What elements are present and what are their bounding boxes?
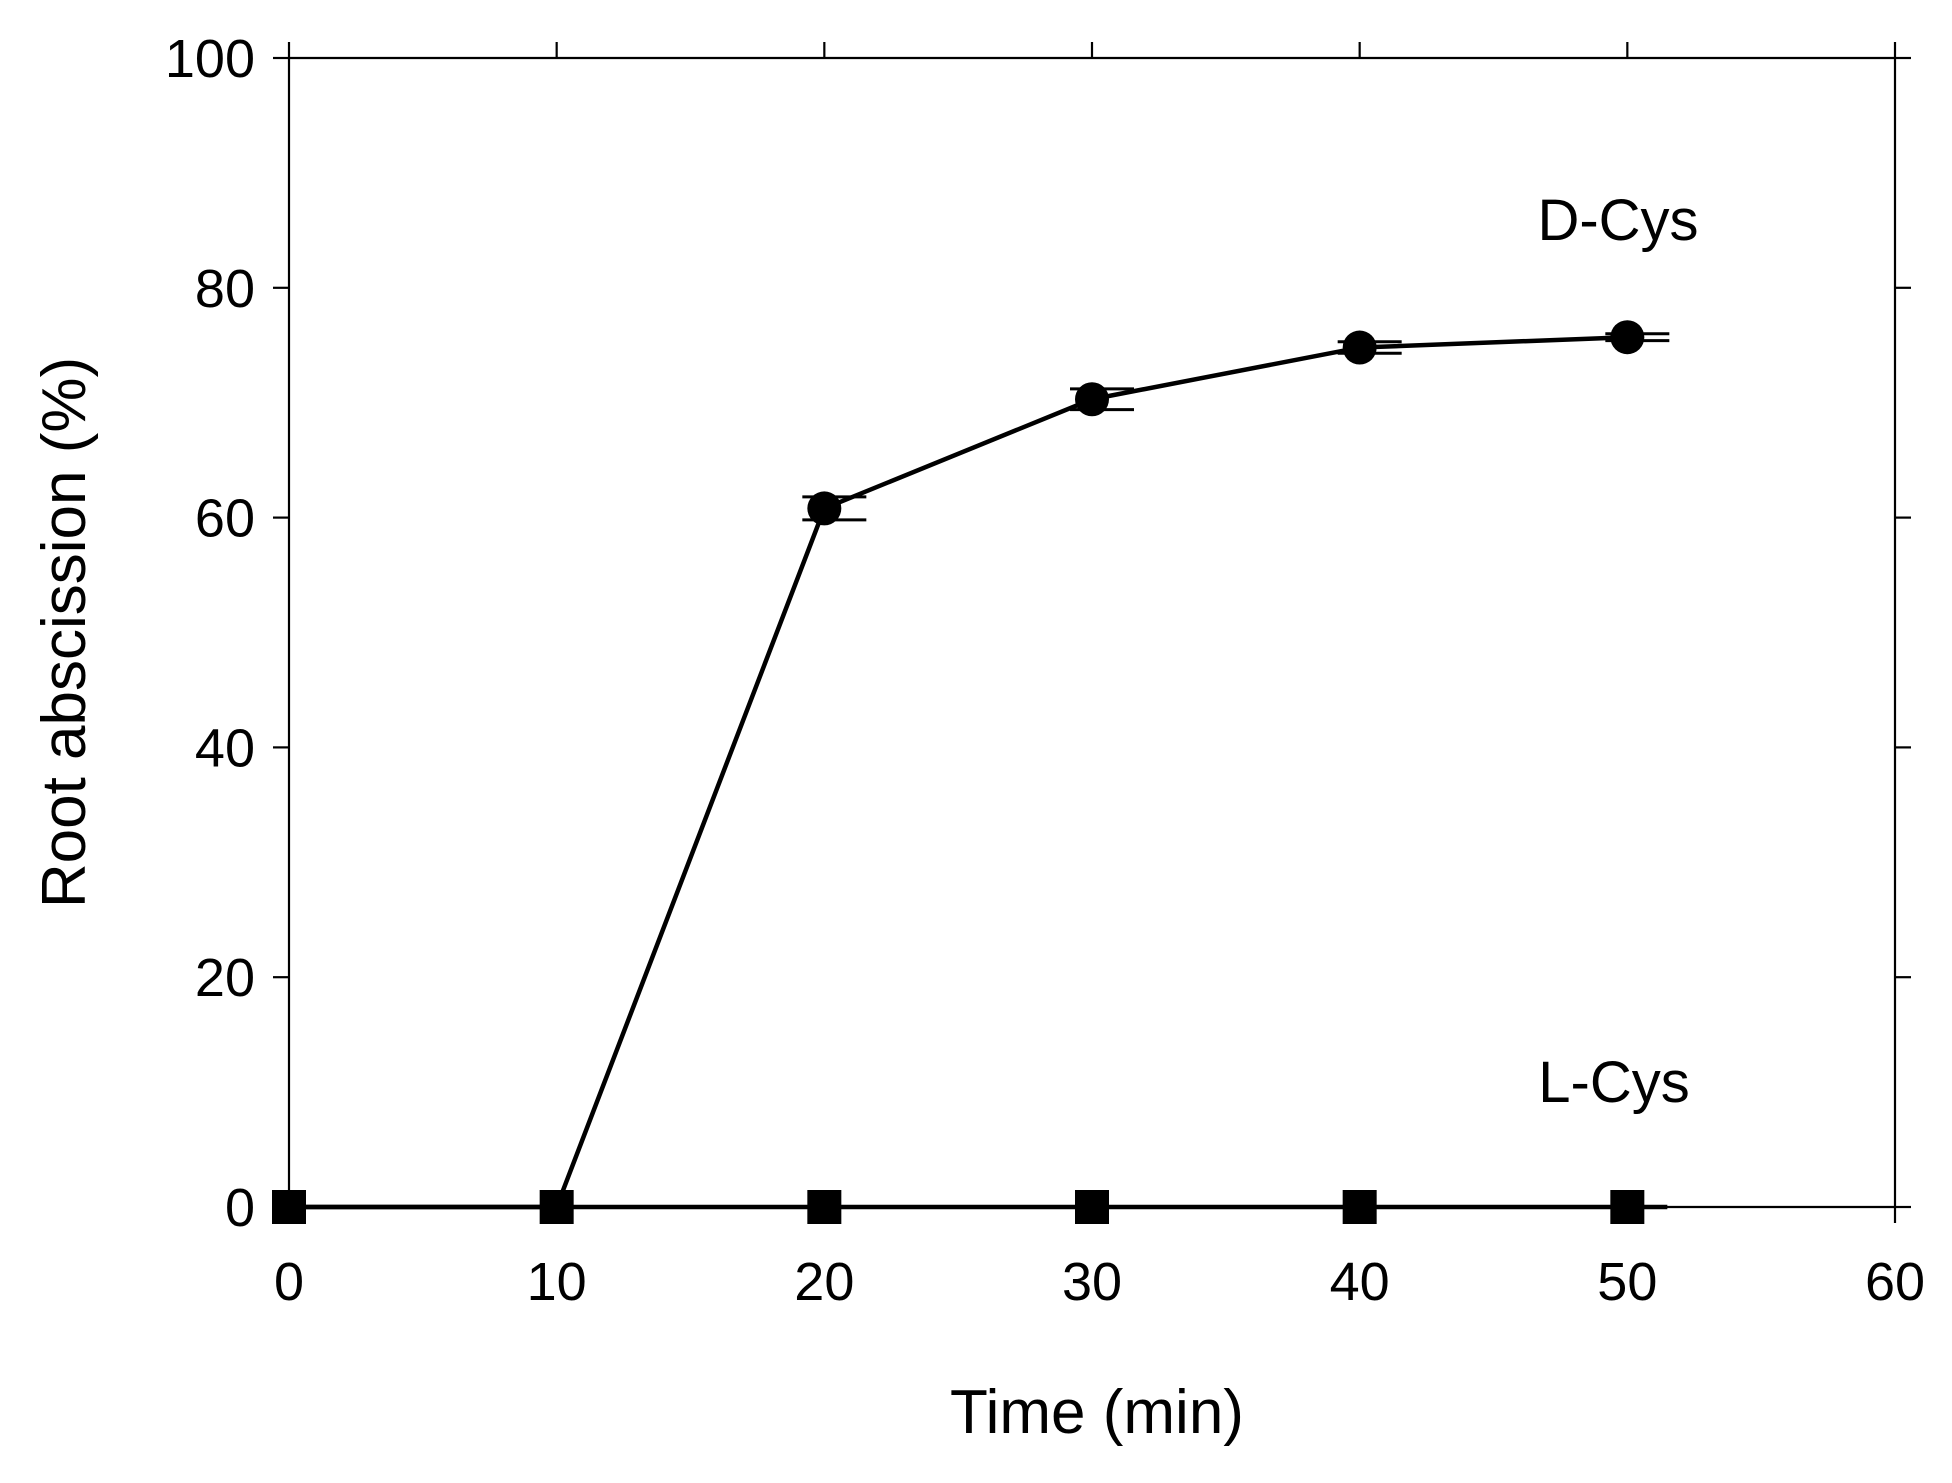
data-point	[272, 1190, 306, 1224]
x-tick-label: 30	[1062, 1252, 1122, 1312]
y-axis-title: Root abscission (%)	[30, 357, 99, 908]
series-layer: D-Cys L-Cys	[272, 188, 1699, 1224]
y-tick-label: 20	[195, 948, 255, 1008]
y-tick-label: 0	[225, 1178, 255, 1238]
y-axis: 0 20 40 60 80 100	[165, 29, 1911, 1238]
series-D-Cys: D-Cys	[272, 188, 1699, 1224]
x-tick-label: 50	[1597, 1252, 1657, 1312]
x-tick-label: 0	[274, 1252, 304, 1312]
data-point	[1610, 1190, 1645, 1224]
data-point	[1075, 1190, 1109, 1224]
x-axis: 0 10 20 30 40 50 60	[274, 42, 1925, 1312]
data-point	[539, 1190, 574, 1224]
data-point	[1342, 1190, 1377, 1224]
x-tick-label: 40	[1330, 1252, 1390, 1312]
data-point	[807, 491, 842, 526]
series-label: L-Cys	[1538, 1050, 1689, 1115]
data-point	[1342, 330, 1377, 365]
series-line	[289, 334, 1628, 1210]
y-tick-label: 80	[195, 259, 255, 319]
x-tick-label: 60	[1865, 1252, 1925, 1312]
data-point	[807, 1190, 842, 1224]
y-tick-label: 100	[165, 29, 255, 89]
y-tick-label: 40	[195, 718, 255, 778]
series-label: D-Cys	[1537, 188, 1698, 253]
x-axis-title: Time (min)	[950, 1378, 1244, 1447]
data-point	[1610, 320, 1645, 355]
y-tick-label: 60	[195, 489, 255, 549]
series-L-Cys: L-Cys	[272, 1050, 1690, 1224]
x-tick-label: 20	[794, 1252, 854, 1312]
x-tick-label: 10	[527, 1252, 587, 1312]
data-point	[1075, 382, 1109, 417]
